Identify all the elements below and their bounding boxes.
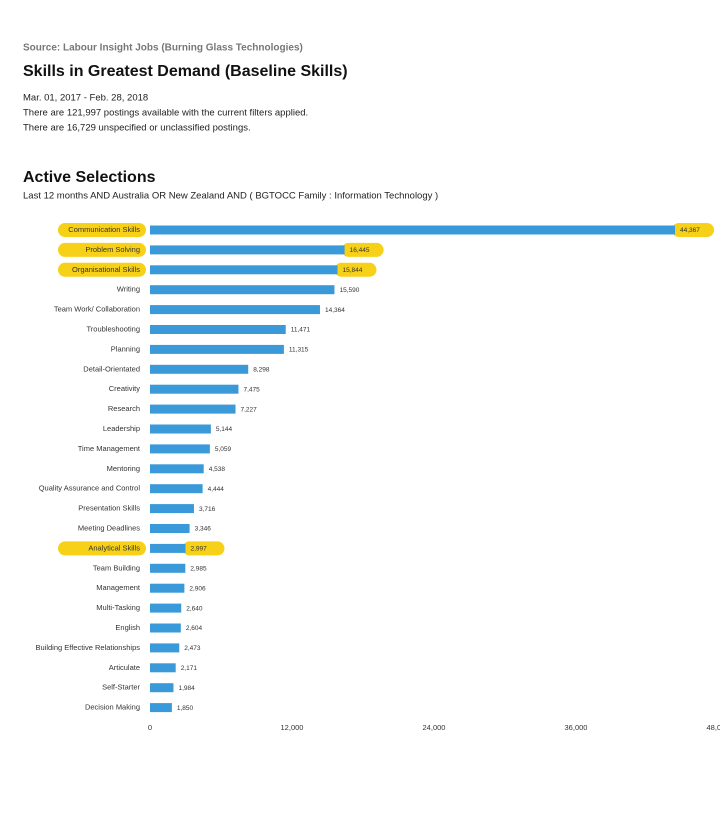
category-label: Meeting Deadlines [78, 523, 140, 532]
bar [150, 384, 239, 394]
bar [150, 543, 186, 553]
bar [150, 524, 190, 533]
value-label: 2,473 [184, 645, 201, 652]
value-highlight [334, 262, 377, 277]
value-label: 44,367 [680, 227, 700, 234]
value-label: 8,298 [253, 367, 270, 374]
bar [150, 504, 194, 514]
category-label: Team Work/ Collaboration [54, 305, 140, 314]
unspecified: There are 16,729 unspecified or unclassi… [23, 123, 251, 134]
value-label: 4,538 [209, 466, 226, 473]
x-tick-label: 0 [148, 723, 152, 732]
category-label: Leadership [103, 424, 140, 433]
value-label: 3,346 [195, 526, 212, 533]
category-highlight [58, 242, 146, 257]
bar [150, 344, 284, 354]
bar [150, 305, 320, 315]
category-label: Articulate [109, 663, 140, 672]
bar [150, 444, 210, 454]
category-label: Communication Skills [68, 225, 140, 234]
value-label: 2,604 [186, 625, 203, 632]
bar [150, 265, 338, 275]
category-label: Presentation Skills [78, 504, 140, 513]
x-tick-label: 36,000 [565, 723, 588, 732]
bar [150, 703, 172, 713]
bar [150, 663, 176, 673]
category-label: Troubleshooting [86, 324, 140, 333]
date-range: Mar. 01, 2017 - Feb. 28, 2018 [23, 93, 148, 104]
value-label: 7,475 [243, 386, 260, 393]
x-tick-label: 12,000 [281, 723, 304, 732]
value-label: 4,444 [208, 486, 225, 493]
value-highlight [182, 541, 225, 556]
value-label: 11,315 [289, 347, 309, 354]
category-label: Problem Solving [85, 245, 140, 254]
value-label: 16,445 [350, 247, 370, 254]
value-label: 3,716 [199, 506, 216, 513]
category-highlight [58, 262, 146, 277]
postings: There are 121,997 postings available wit… [23, 108, 308, 119]
category-highlight [58, 541, 146, 556]
selections-title: Active Selections [23, 169, 156, 186]
category-label: Time Management [78, 444, 141, 453]
value-highlight [341, 242, 384, 257]
category-label: Research [108, 404, 140, 413]
category-label: Analytical Skills [88, 543, 140, 552]
source: Source: Labour Insight Jobs (Burning Gla… [23, 43, 303, 54]
category-label: Planning [111, 344, 140, 353]
bar [150, 683, 174, 693]
value-label: 5,144 [216, 426, 233, 433]
bar [150, 245, 345, 255]
bar [150, 643, 180, 653]
bar [150, 285, 335, 295]
value-label: 1,850 [177, 705, 194, 712]
bar [150, 464, 204, 474]
title: Skills in Greatest Demand (Baseline Skil… [23, 63, 348, 80]
category-label: English [115, 623, 140, 632]
value-label: 2,171 [181, 665, 198, 672]
value-label: 5,059 [215, 446, 232, 453]
category-label: Management [96, 583, 141, 592]
value-label: 2,997 [190, 546, 207, 553]
category-label: Multi-Tasking [96, 603, 140, 612]
category-label: Team Building [93, 563, 140, 572]
value-label: 2,906 [189, 585, 206, 592]
value-label: 14,364 [325, 307, 345, 314]
category-label: Building Effective Relationships [35, 643, 140, 652]
value-label: 15,590 [339, 287, 359, 294]
category-label: Decision Making [85, 703, 140, 712]
category-label: Creativity [109, 384, 141, 393]
x-tick-label: 24,000 [423, 723, 446, 732]
bar [150, 623, 181, 633]
x-tick-label: 48,000 [707, 723, 720, 732]
value-label: 11,471 [291, 327, 311, 334]
bar [150, 563, 186, 573]
value-label: 7,227 [241, 406, 258, 413]
bar [150, 603, 182, 613]
value-label: 1,984 [178, 685, 195, 692]
category-label: Organisational Skills [72, 265, 140, 274]
value-label: 2,640 [186, 605, 203, 612]
category-label: Quality Assurance and Control [39, 484, 141, 493]
bar [150, 424, 211, 434]
bar [150, 583, 185, 593]
bar [150, 404, 236, 414]
bar [150, 484, 203, 494]
bar [150, 364, 249, 374]
bar [150, 225, 676, 235]
value-label: 2,985 [190, 566, 207, 573]
category-label: Self-Starter [102, 683, 140, 692]
category-label: Detail-Orientated [83, 364, 140, 373]
selections: Last 12 months AND Australia OR New Zeal… [23, 191, 438, 202]
value-label: 15,844 [342, 267, 362, 274]
category-label: Writing [117, 285, 140, 294]
value-highlight [672, 223, 715, 237]
category-label: Mentoring [107, 464, 140, 473]
bar [150, 325, 286, 334]
category-highlight [58, 223, 146, 237]
